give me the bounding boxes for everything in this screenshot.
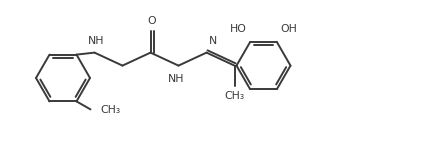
Text: HO: HO <box>230 24 247 34</box>
Text: O: O <box>148 16 156 26</box>
Text: OH: OH <box>280 24 297 34</box>
Text: NH: NH <box>88 36 105 46</box>
Text: CH₃: CH₃ <box>100 105 120 115</box>
Text: CH₃: CH₃ <box>224 91 244 101</box>
Text: NH: NH <box>168 74 185 84</box>
Text: N: N <box>208 36 217 46</box>
